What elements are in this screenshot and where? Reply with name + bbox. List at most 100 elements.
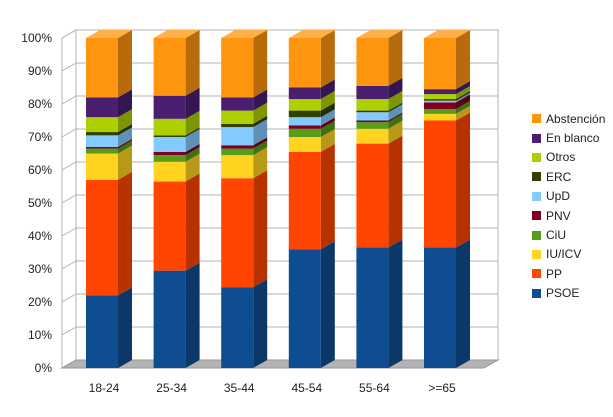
- bar-side-face: [456, 105, 470, 121]
- y-tick-label: 30%: [28, 262, 52, 276]
- bar-segment-erc: [288, 102, 335, 118]
- y-tick-label: 40%: [28, 229, 52, 243]
- bar-front-face: [153, 135, 186, 137]
- bar-segment-abstenci-n: [356, 30, 403, 86]
- legend-swatch: [532, 230, 541, 240]
- x-tick-label: >=65: [428, 381, 456, 395]
- bar-front-face: [288, 99, 321, 111]
- bar-side-face: [253, 115, 268, 128]
- bar-segment-abstenci-n: [153, 30, 200, 96]
- bar-segment-ciu: [86, 140, 132, 154]
- bar-side-face: [118, 89, 132, 118]
- bar-front-face: [221, 110, 254, 124]
- bar-side-face: [320, 109, 335, 126]
- bar-front-face: [356, 128, 389, 144]
- bar-side-face: [388, 112, 403, 123]
- legend-swatch: [532, 269, 541, 279]
- bar-segment-pp: [86, 171, 132, 296]
- bar-segment-erc: [424, 91, 470, 101]
- bar-segment-en-blanco: [221, 89, 268, 111]
- bar-front-face: [288, 38, 321, 88]
- bar-segment-erc: [356, 102, 403, 113]
- legend-item: UpD: [532, 187, 605, 206]
- x-tick-label: 35-44: [224, 381, 255, 395]
- bar-side-face: [320, 129, 335, 152]
- bar-side-face: [253, 102, 268, 124]
- bar-front-face: [288, 87, 321, 100]
- legend-label: PNV: [546, 208, 571, 223]
- legend-label: Abstención: [546, 111, 606, 126]
- bar-segment-otros: [424, 86, 470, 100]
- bar-segment-iu-icv: [288, 129, 335, 152]
- legend-swatch: [532, 172, 541, 182]
- bar-front-face: [424, 100, 456, 103]
- bar-side-face: [388, 30, 403, 86]
- bar-side-face: [320, 120, 335, 137]
- bar-front-face: [356, 143, 389, 248]
- bar-side-face: [185, 262, 200, 368]
- x-tick-label: 45-54: [291, 381, 322, 395]
- bar-side-face: [388, 114, 403, 129]
- bar-segment-pnv: [221, 137, 268, 149]
- bar-segment-psoe: [356, 239, 403, 368]
- bar-segment-otros: [356, 91, 403, 111]
- legend-label: PSOE: [546, 286, 580, 301]
- legend-label: ERC: [546, 169, 572, 184]
- bar-side-face: [118, 287, 132, 368]
- bar-side-face: [456, 81, 470, 95]
- legend-label: En blanco: [546, 131, 600, 146]
- legend-label: PP: [546, 266, 563, 281]
- bar-front-face: [153, 155, 186, 162]
- x-tick-label: 25-34: [156, 381, 187, 395]
- bar-stack: [424, 30, 470, 368]
- bar-side-face: [253, 119, 268, 146]
- bar-side-face: [118, 30, 132, 98]
- bar-front-face: [86, 38, 118, 98]
- bar-side-face: [456, 30, 470, 90]
- bar-front-face: [86, 135, 118, 147]
- bar-side-face: [320, 91, 335, 111]
- bar-front-face: [356, 120, 389, 123]
- bar-segment-pnv: [424, 94, 470, 109]
- bar-front-face: [356, 110, 389, 113]
- bar-segment-upd: [424, 92, 470, 103]
- bar-segment-iu-icv: [86, 145, 132, 180]
- bar-side-face: [388, 77, 403, 100]
- bar-segment-pp: [424, 112, 470, 248]
- bar-front-face: [86, 295, 118, 368]
- bar-front-face: [288, 110, 321, 118]
- bar-front-face: [424, 108, 456, 114]
- bar-front-face: [288, 117, 321, 126]
- bar-segment-pp: [288, 143, 335, 250]
- bar-side-face: [253, 140, 268, 156]
- bar-segment-ciu: [356, 114, 403, 129]
- bar-front-face: [153, 137, 186, 152]
- bar-segment-erc: [153, 127, 200, 137]
- bar-stack: [288, 30, 335, 368]
- bar-side-face: [388, 102, 403, 113]
- y-tick-label: 10%: [28, 328, 52, 342]
- bar-top-face: [153, 30, 200, 38]
- bar-segment-pnv: [288, 117, 335, 129]
- bar-segment-abstenci-n: [221, 30, 268, 98]
- bar-segment-ciu: [221, 140, 268, 156]
- legend-swatch: [532, 133, 541, 143]
- bar-front-face: [221, 123, 254, 128]
- bar-front-face: [153, 95, 186, 119]
- bar-front-face: [221, 287, 254, 368]
- bar-side-face: [456, 92, 470, 103]
- y-tick-label: 80%: [28, 97, 52, 111]
- bar-side-face: [185, 30, 200, 96]
- bar-top-face: [424, 30, 470, 38]
- bar-side-face: [388, 104, 403, 121]
- bar-segment-ciu: [288, 120, 335, 137]
- bar-segment-abstenci-n: [288, 30, 335, 88]
- bar-front-face: [221, 155, 254, 179]
- bar-segment-otros: [288, 91, 335, 111]
- bar-segment-abstenci-n: [424, 30, 470, 90]
- bar-segment-pnv: [86, 138, 132, 149]
- bar-segment-psoe: [221, 279, 268, 368]
- bar-front-face: [424, 38, 456, 90]
- bar-side-face: [320, 79, 335, 100]
